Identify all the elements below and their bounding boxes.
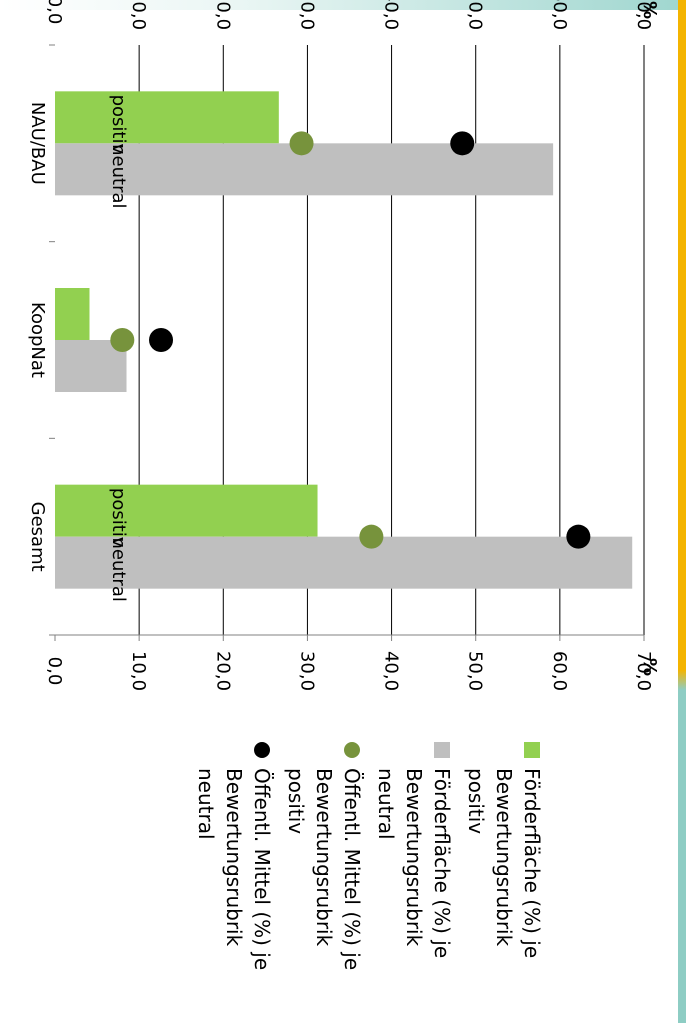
legend-label-funds-neutral: Öffentl. Mittel (%) je Bewertungsrubrik … — [194, 768, 274, 971]
value-tick-label-right: 60,0 — [549, 651, 570, 691]
marker-funds-neutral — [149, 328, 174, 352]
bar-label-neutral: neutral — [108, 144, 129, 208]
value-tick-label-right: 70,0 — [633, 651, 654, 691]
value-tick-label-left: 70,0 — [633, 0, 654, 30]
bar-label-positive: positiv — [108, 95, 129, 155]
legend-item-funds-positive: Öffentl. Mittel (%) je Bewertungsrubrik … — [282, 740, 366, 1010]
marker-funds-positive — [110, 328, 135, 352]
marker-funds-positive — [289, 131, 314, 156]
bar-area-neutral — [54, 340, 127, 392]
category-label: KoopNat — [27, 302, 48, 378]
value-tick-label-left: 40,0 — [381, 0, 402, 30]
legend-label-area-neutral: Förderfläche (%) je Bewertungsrubrik neu… — [374, 768, 454, 959]
bar-area-positive — [55, 91, 279, 144]
marker-funds-neutral — [450, 131, 475, 156]
value-tick-label-right: 30,0 — [296, 651, 317, 691]
value-tick-label-left: 30,0 — [296, 0, 317, 30]
legend-swatch-funds-positive — [344, 742, 360, 758]
legend-swatch-area-positive — [524, 742, 540, 758]
legend-swatch-area-neutral — [434, 742, 450, 758]
marker-funds-positive — [359, 524, 384, 549]
bar-area-neutral — [55, 536, 633, 589]
value-tick-label-left: 0,0 — [44, 0, 65, 24]
category-label: NAU/BAU — [27, 102, 48, 185]
bar-area-neutral — [55, 143, 554, 196]
marker-funds-neutral — [566, 524, 591, 549]
value-tick-label-left: 60,0 — [549, 0, 570, 30]
legend-item-area-positive: Förderfläche (%) je Bewertungsrubrik pos… — [462, 740, 546, 1010]
value-tick-label-right: 10,0 — [128, 651, 149, 691]
bar-label-neutral: neutral — [108, 537, 129, 601]
value-tick-label-left: 20,0 — [212, 0, 233, 30]
value-tick-label-right: 0,0 — [44, 657, 65, 686]
value-tick-label-left: 50,0 — [465, 0, 486, 30]
top-gradient-strip — [0, 0, 686, 10]
value-axis-unit-left: % — [639, 1, 660, 19]
legend-item-funds-neutral: Öffentl. Mittel (%) je Bewertungsrubrik … — [192, 740, 276, 1010]
value-tick-label-right: 50,0 — [465, 651, 486, 691]
value-tick-label-right: 40,0 — [381, 651, 402, 691]
value-tick-label-left: 10,0 — [128, 0, 149, 30]
bar-area-positive — [55, 484, 318, 537]
legend-item-area-neutral: Förderfläche (%) je Bewertungsrubrik neu… — [372, 740, 456, 1010]
chart-legend: Förderfläche (%) je Bewertungsrubrik pos… — [186, 740, 546, 1010]
bar-label-positive: positiv — [108, 488, 129, 548]
legend-label-funds-positive: Öffentl. Mittel (%) je Bewertungsrubrik … — [284, 768, 364, 971]
value-tick-label-right: 20,0 — [212, 651, 233, 691]
legend-swatch-funds-neutral — [254, 742, 270, 758]
right-accent-bar — [678, 0, 686, 1023]
category-label: Gesamt — [27, 502, 48, 572]
legend-label-area-positive: Förderfläche (%) je Bewertungsrubrik pos… — [464, 768, 544, 959]
bar-area-positive — [55, 288, 90, 340]
value-axis-unit-right: % — [639, 658, 660, 676]
